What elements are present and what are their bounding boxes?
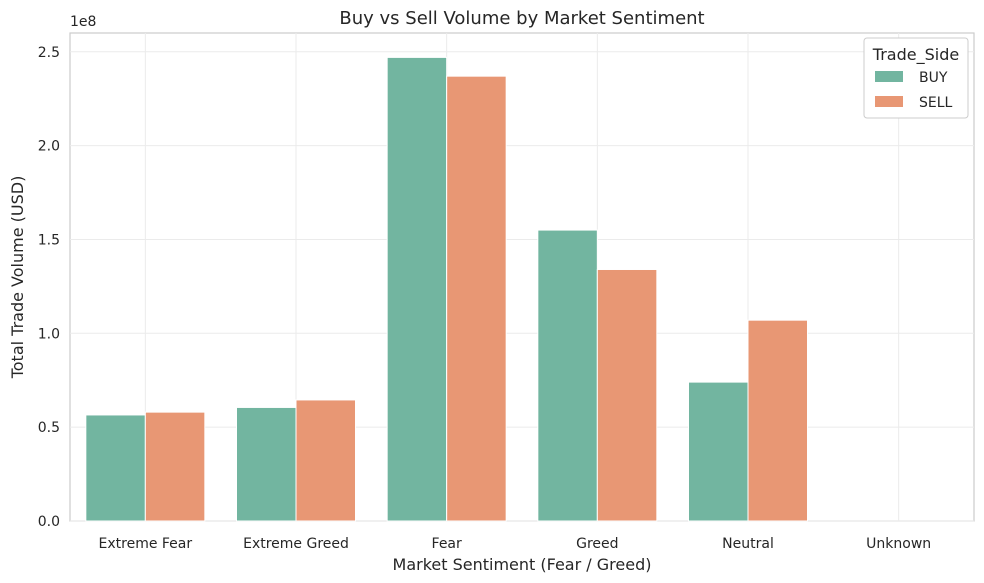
bar-sell [747, 319, 808, 522]
legend-title: Trade_Side [872, 45, 959, 65]
legend: Trade_Side BUY SELL [863, 37, 969, 119]
x-tick-label: Greed [576, 536, 618, 552]
bar-sell [596, 268, 658, 522]
legend-label-sell: SELL [919, 95, 953, 111]
y-multiplier-label: 1e8 [70, 14, 96, 30]
bar-buy [386, 56, 448, 522]
x-tick-labels: Extreme Fear Extreme Greed Fear Greed Neutra… [99, 536, 932, 552]
bar-buy [688, 381, 749, 522]
x-tick-label: Fear [432, 536, 462, 552]
bar-buy [85, 414, 146, 522]
bar-sell [295, 399, 356, 522]
bars-group [85, 56, 808, 522]
y-tick-label: 0.5 [38, 420, 60, 436]
y-tick-label: 2.0 [38, 139, 60, 155]
bar-buy [236, 406, 297, 522]
y-tick-labels: 0.0 0.5 1.0 1.5 2.0 2.5 [38, 45, 60, 530]
bar-buy [537, 229, 598, 522]
x-tick-label: Unknown [866, 536, 931, 552]
y-tick-label: 1.5 [38, 232, 60, 248]
y-tick-label: 2.5 [38, 45, 60, 61]
x-axis-label: Market Sentiment (Fear / Greed) [393, 555, 652, 574]
x-tick-label: Neutral [722, 536, 774, 552]
plot-area [69, 32, 975, 522]
x-tick-label: Extreme Fear [99, 536, 193, 552]
chart-title: Buy vs Sell Volume by Market Sentiment [339, 8, 704, 29]
legend-label-buy: BUY [919, 70, 948, 86]
y-tick-label: 1.0 [38, 326, 60, 342]
x-tick-label: Extreme Greed [243, 536, 349, 552]
legend-swatch-buy [875, 71, 903, 82]
y-axis-label: Total Trade Volume (USD) [8, 176, 27, 380]
legend-swatch-sell [875, 96, 903, 107]
bar-sell [144, 411, 206, 522]
bar-sell [446, 75, 507, 522]
y-tick-label: 0.0 [38, 514, 60, 530]
